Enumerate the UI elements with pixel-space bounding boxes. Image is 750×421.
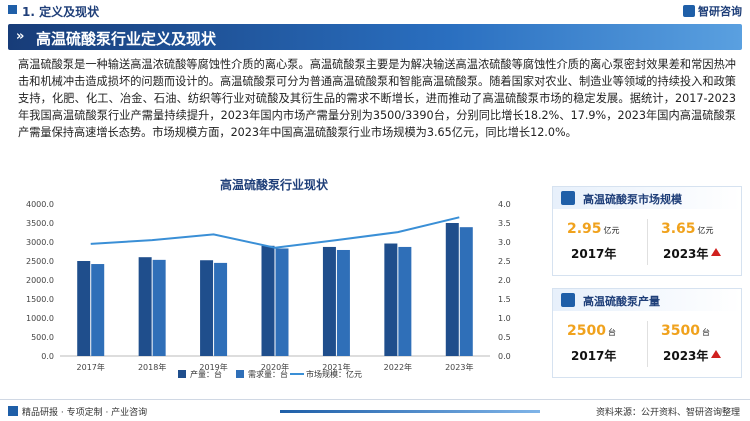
intro-paragraph: 高温硫酸泵是一种输送高温浓硫酸等腐蚀性介质的离心泵。高温硫酸泵主要是为解决输送高… [18,58,736,139]
bar-demand [214,262,228,356]
card-left-year: 2017年 [571,247,617,261]
x-tick-label: 2021年 [322,362,350,372]
card-divider [647,321,648,367]
arrow-up-icon [711,248,721,256]
footer-accent-bar [280,410,540,413]
bar-production [138,257,152,356]
card-title: 高温硫酸泵产量 [583,295,660,308]
bar-production [200,260,214,356]
x-tick-label: 2018年 [138,362,166,372]
x-tick-label: 2017年 [77,362,105,372]
y-right-tick-label: 1.5 [498,295,511,304]
footer-icon [8,406,18,416]
y-right-tick-label: 1.0 [498,314,511,323]
production-card: 高温硫酸泵产量 2500 台 2017年 3500 台 2023年 [552,288,742,378]
y-left-tick-label: 3500.0 [26,219,54,228]
page-title: 高温硫酸泵行业定义及现状 [36,30,217,48]
chart-icon [561,191,575,205]
value-number: 2.95 [567,221,602,237]
brand-logo: 智研咨询 [683,3,742,19]
legend-label: 产量：台 [190,369,222,379]
legend-swatch [178,370,186,378]
card-right-value: 3.65 亿元 [661,221,714,237]
bar-production [77,261,91,356]
y-left-tick-label: 1500.0 [26,295,54,304]
brand-logo-text: 智研咨询 [698,5,742,18]
y-right-tick-label: 3.0 [498,238,511,247]
card-header: 高温硫酸泵市场规模 [553,187,741,209]
y-left-tick-label: 2000.0 [26,276,54,285]
y-left-tick-label: 4000.0 [26,200,54,209]
chart-panel: 高温硫酸泵行业现状 0.0 500.0 1000.0 1500.0 2000.0 2500… [8,170,540,390]
card-left-value: 2.95 亿元 [567,221,620,237]
bar-demand [275,248,289,356]
y-left-tick-label: 3000.0 [26,238,54,247]
value-unit: 亿元 [697,226,714,235]
bar-chart-icon [561,293,575,307]
legend-swatch [236,370,244,378]
arrow-up-icon [711,350,721,358]
x-tick-label: 2022年 [384,362,412,372]
chevron-right-icon: » [16,29,25,44]
y-left-tick-label: 500.0 [31,333,54,342]
brand-logo-icon [683,5,695,17]
x-tick-label: 2019年 [199,362,227,372]
y-left-tick-label: 2500.0 [26,257,54,266]
bar-demand [152,259,166,356]
y-left-tick-label: 0.0 [41,352,54,361]
bar-production [322,246,336,356]
value-number: 3.65 [661,221,696,237]
value-number: 2500 [567,323,606,339]
x-tick-label: 2020年 [261,362,289,372]
section-marker-icon [8,5,17,14]
card-left-year: 2017年 [571,349,617,363]
card-left-value: 2500 台 [567,323,616,339]
bar-demand [459,227,473,356]
bar-demand [398,246,412,356]
legend-label: 市场规模：亿元 [306,369,362,379]
y-right-tick-label: 0.0 [498,352,511,361]
market-size-line [90,216,460,249]
card-title: 高温硫酸泵市场规模 [583,193,682,206]
card-divider [647,219,648,265]
value-number: 3500 [661,323,700,339]
bar-production [445,223,459,356]
x-tick-label: 2023年 [445,362,473,372]
bar-line-chart: 0.0 500.0 1000.0 1500.0 2000.0 2500.0 3000.0 35… [26,200,511,379]
bar-demand [336,249,350,356]
legend-label: 需求量：台 [248,369,288,379]
card-right-year: 2023年 [663,349,709,363]
card-header: 高温硫酸泵产量 [553,289,741,311]
footer-source: 资料来源：公开资料、智研咨询整理 [595,408,740,418]
footer: 精品研报 · 专项定制 · 产业咨询 资料来源：公开资料、智研咨询整理 [0,399,750,421]
card-right-value: 3500 台 [661,323,710,339]
value-unit: 台 [607,328,616,337]
bar-demand [91,264,105,356]
y-left-tick-label: 1000.0 [26,314,54,323]
chart-title: 高温硫酸泵行业现状 [219,178,328,192]
y-right-tick-label: 4.0 [498,200,511,209]
y-right-tick-label: 2.5 [498,257,511,266]
title-bar: » 高温硫酸泵行业定义及现状 [8,24,742,50]
y-right-tick-label: 3.5 [498,219,511,228]
value-unit: 台 [701,328,710,337]
section-label: 1. 定义及现状 [22,5,100,19]
bar-production [384,243,398,356]
footer-tagline: 精品研报 · 专项定制 · 产业咨询 [22,408,148,418]
value-unit: 亿元 [603,226,620,235]
y-right-tick-label: 2.0 [498,276,511,285]
top-bar: 1. 定义及现状 智研咨询 [0,0,750,22]
y-right-tick-label: 0.5 [498,333,511,342]
card-right-year: 2023年 [663,247,709,261]
bar-production [261,245,275,356]
market-size-card: 高温硫酸泵市场规模 2.95 亿元 2017年 3.65 亿元 2023年 [552,186,742,276]
